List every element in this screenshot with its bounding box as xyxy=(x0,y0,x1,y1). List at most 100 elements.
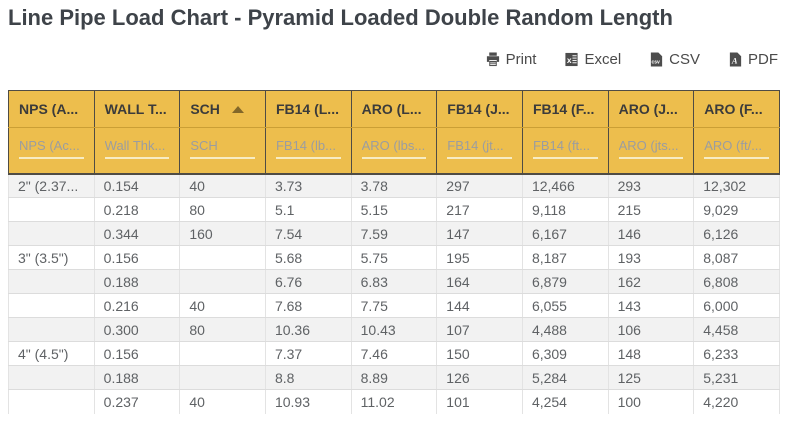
excel-button[interactable]: x Excel xyxy=(564,51,621,68)
column-header-label: FB14 (L... xyxy=(275,101,339,117)
column-header-3[interactable]: FB14 (L... xyxy=(264,90,352,128)
print-button[interactable]: Print xyxy=(485,50,537,68)
table-cell: 5.68 xyxy=(264,245,352,270)
table-cell: 0.156 xyxy=(93,341,181,366)
column-filter-cell-5 xyxy=(436,127,523,175)
column-filter-input-1[interactable] xyxy=(104,135,170,159)
table-cell: 0.344 xyxy=(93,221,181,246)
table-cell: 5,284 xyxy=(521,365,609,390)
column-header-1[interactable]: WALL T... xyxy=(93,90,181,128)
table-cell: 150 xyxy=(436,341,523,366)
column-filter-input-0[interactable] xyxy=(19,135,84,159)
table-cell: 126 xyxy=(436,365,523,390)
column-header-label: WALL T... xyxy=(104,101,167,117)
table-cell: 6,309 xyxy=(521,341,609,366)
pdf-button-label: PDF xyxy=(748,50,778,68)
table-cell xyxy=(8,293,95,318)
table-cell: 10.93 xyxy=(264,389,352,414)
sort-ascending-icon xyxy=(231,105,244,113)
table-row: 0.188 8.8 8.89 126 5,284 125 5,231 xyxy=(8,365,780,390)
table-cell: 0.300 xyxy=(93,317,181,342)
column-header-7[interactable]: ARO (J... xyxy=(607,90,695,128)
csv-button[interactable]: csv CSV xyxy=(649,51,700,68)
table-cell: 297 xyxy=(436,173,523,198)
csv-button-label: CSV xyxy=(669,50,700,68)
table-cell xyxy=(179,365,266,390)
column-filter-input-6[interactable] xyxy=(532,135,598,159)
table-body: 2" (2.37... 0.154 40 3.73 3.78 297 12,466 293 12… xyxy=(8,173,780,414)
column-filter-input-5[interactable] xyxy=(447,135,512,159)
table-cell xyxy=(8,317,95,342)
table-cell: 40 xyxy=(179,389,266,414)
table-cell: 7.75 xyxy=(350,293,438,318)
column-filter-input-7[interactable] xyxy=(618,135,684,159)
column-filter-input-4[interactable] xyxy=(361,135,427,159)
table-cell: 101 xyxy=(436,389,523,414)
table-cell: 106 xyxy=(607,317,695,342)
column-filter-cell-3 xyxy=(264,127,352,175)
column-header-label: ARO (L... xyxy=(361,101,422,117)
table-row: 0.188 6.76 6.83 164 6,879 162 6,808 xyxy=(8,269,780,294)
table-cell: 2" (2.37... xyxy=(8,173,95,198)
column-header-5[interactable]: FB14 (J... xyxy=(436,90,523,128)
svg-text:csv: csv xyxy=(652,59,661,65)
table-filter-row xyxy=(8,127,780,175)
table-cell: 3" (3.5") xyxy=(8,245,95,270)
table-row: 3" (3.5") 0.156 5.68 5.75 195 8,187 193 8,087 xyxy=(8,245,780,270)
table-cell: 7.46 xyxy=(350,341,438,366)
table-header-row: NPS (A... WALL T... SCH FB14 (L... ARO (L...… xyxy=(8,90,780,128)
pdf-button[interactable]: A PDF xyxy=(728,51,778,68)
table-cell: 193 xyxy=(607,245,695,270)
column-filter-input-8[interactable] xyxy=(704,135,769,159)
column-filter-cell-0 xyxy=(8,127,95,175)
column-header-8[interactable]: ARO (F... xyxy=(693,90,780,128)
table-cell: 160 xyxy=(179,221,266,246)
excel-button-label: Excel xyxy=(584,50,622,68)
export-toolbar: Print x Excel csv xyxy=(8,49,780,69)
table-cell: 0.154 xyxy=(93,173,181,198)
table-cell: 107 xyxy=(436,317,523,342)
print-button-label: Print xyxy=(505,50,537,68)
table-cell: 11.02 xyxy=(350,389,438,414)
table-cell: 0.156 xyxy=(93,245,181,270)
column-filter-input-3[interactable] xyxy=(275,135,341,159)
table-row: 4" (4.5") 0.156 7.37 7.46 150 6,309 148 6,233 xyxy=(8,341,780,366)
column-header-4[interactable]: ARO (L... xyxy=(350,90,438,128)
excel-icon: x xyxy=(564,52,579,67)
table-cell: 8.89 xyxy=(350,365,438,390)
column-header-label: ARO (F... xyxy=(704,101,763,117)
table-cell: 144 xyxy=(436,293,523,318)
table-cell xyxy=(8,365,95,390)
table-cell: 10.43 xyxy=(350,317,438,342)
table-cell: 7.59 xyxy=(350,221,438,246)
table-cell: 80 xyxy=(179,317,266,342)
table-cell: 8,087 xyxy=(693,245,780,270)
column-header-label: NPS (A... xyxy=(19,101,79,117)
table-cell: 12,302 xyxy=(693,173,780,198)
table-cell: 6,126 xyxy=(693,221,780,246)
table-cell: 0.188 xyxy=(93,365,181,390)
table-cell: 148 xyxy=(607,341,695,366)
table-cell: 146 xyxy=(607,221,695,246)
table-cell: 7.68 xyxy=(264,293,352,318)
column-header-0[interactable]: NPS (A... xyxy=(8,90,95,128)
column-header-2[interactable]: SCH xyxy=(179,90,266,128)
table-cell: 4,220 xyxy=(693,389,780,414)
table-cell: 5.75 xyxy=(350,245,438,270)
table-cell: 4,488 xyxy=(521,317,609,342)
table-cell xyxy=(8,221,95,246)
table-cell: 143 xyxy=(607,293,695,318)
table-cell: 100 xyxy=(607,389,695,414)
table-cell: 7.54 xyxy=(264,221,352,246)
table-cell: 6,000 xyxy=(693,293,780,318)
column-filter-input-2[interactable] xyxy=(190,135,255,159)
table-cell: 6.83 xyxy=(350,269,438,294)
table-cell: 8.8 xyxy=(264,365,352,390)
pdf-icon: A xyxy=(728,51,743,67)
table-row: 0.237 40 10.93 11.02 101 4,254 100 4,220 xyxy=(8,389,780,414)
table-row: 0.344 160 7.54 7.59 147 6,167 146 6,126 xyxy=(8,221,780,246)
column-header-6[interactable]: FB14 (F... xyxy=(521,90,609,128)
table-row: 2" (2.37... 0.154 40 3.73 3.78 297 12,466 293 12… xyxy=(8,173,780,198)
table-cell: 195 xyxy=(436,245,523,270)
table-cell: 5.15 xyxy=(350,197,438,222)
